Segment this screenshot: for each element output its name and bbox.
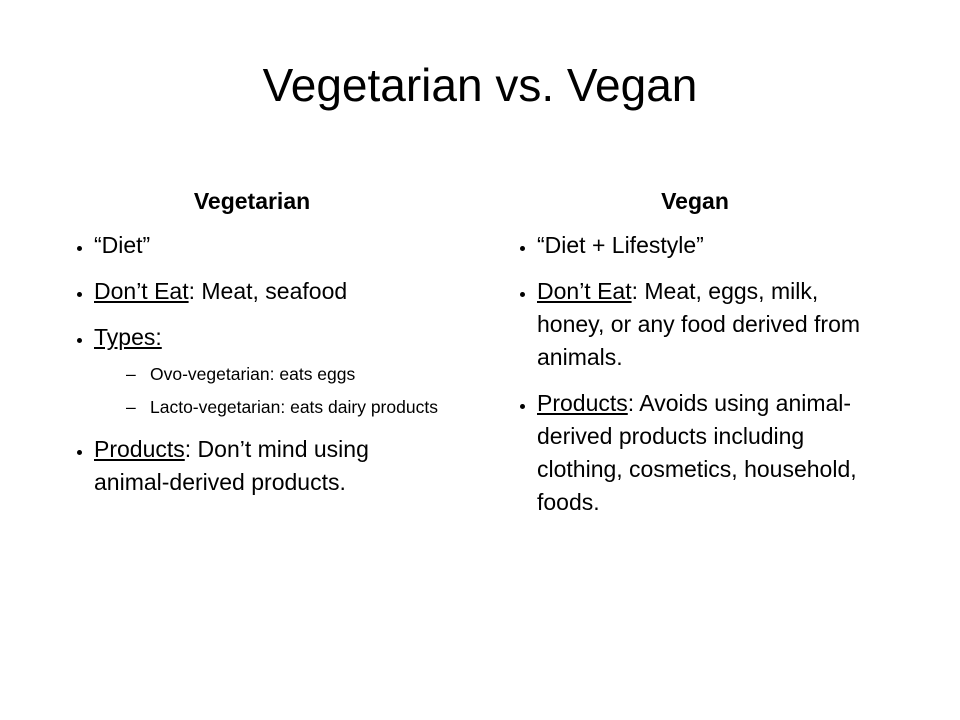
column-heading: Vegetarian [193,188,311,214]
bullet-text: “Diet” [94,232,151,258]
bullet-item: Products: Don’t mind using animal-derive… [94,433,442,499]
bullet-item: “Diet” [94,229,442,262]
column: Vegetarian “Diet” Don’t Eat: Meat, seafood… [62,188,442,512]
bullet-text: “Diet + Lifestyle” [537,232,704,258]
bullet-label: Don’t Eat [537,278,632,304]
column-heading: Vegan [661,188,729,214]
column: Vegan “Diet + Lifestyle” Don’t Eat: Meat, … [505,188,885,532]
bullet-item: Don’t Eat: Meat, eggs, milk, honey, or a… [537,275,885,374]
bullet-text: : Meat, seafood [188,278,348,304]
bullet-item: “Diet + Lifestyle” [537,229,885,262]
bullet-item: Products: Avoids using animal-derived pr… [537,387,885,519]
bullet-text: : Meat, eggs, milk, honey, or any food d… [537,278,861,370]
bullet-label: Types: [94,324,162,350]
bullet-item: Types: Ovo-vegetarian: eats eggs Lacto-veg… [94,321,442,420]
bullet-label: Don’t Eat [94,278,189,304]
sub-item: Lacto-vegetarian: eats dairy products [126,395,442,420]
bullet-list: “Diet + Lifestyle” Don’t Eat: Meat, eggs,… [505,229,885,519]
bullet-list: “Diet” Don’t Eat: Meat, seafood Types: Ovo-… [62,229,442,499]
sub-list: Ovo-vegetarian: eats eggs Lacto-vegetaria… [94,362,442,420]
sub-item: Ovo-vegetarian: eats eggs [126,362,442,387]
bullet-item: Don’t Eat: Meat, seafood [94,275,442,308]
bullet-label: Products [94,436,185,462]
bullet-text: : Avoids using animal-derived products i… [537,390,857,515]
bullet-label: Products [537,390,628,416]
bullet-text: : Don’t mind using animal-derived produc… [94,436,369,495]
slide-title: Vegetarian vs. Vegan [262,59,698,111]
